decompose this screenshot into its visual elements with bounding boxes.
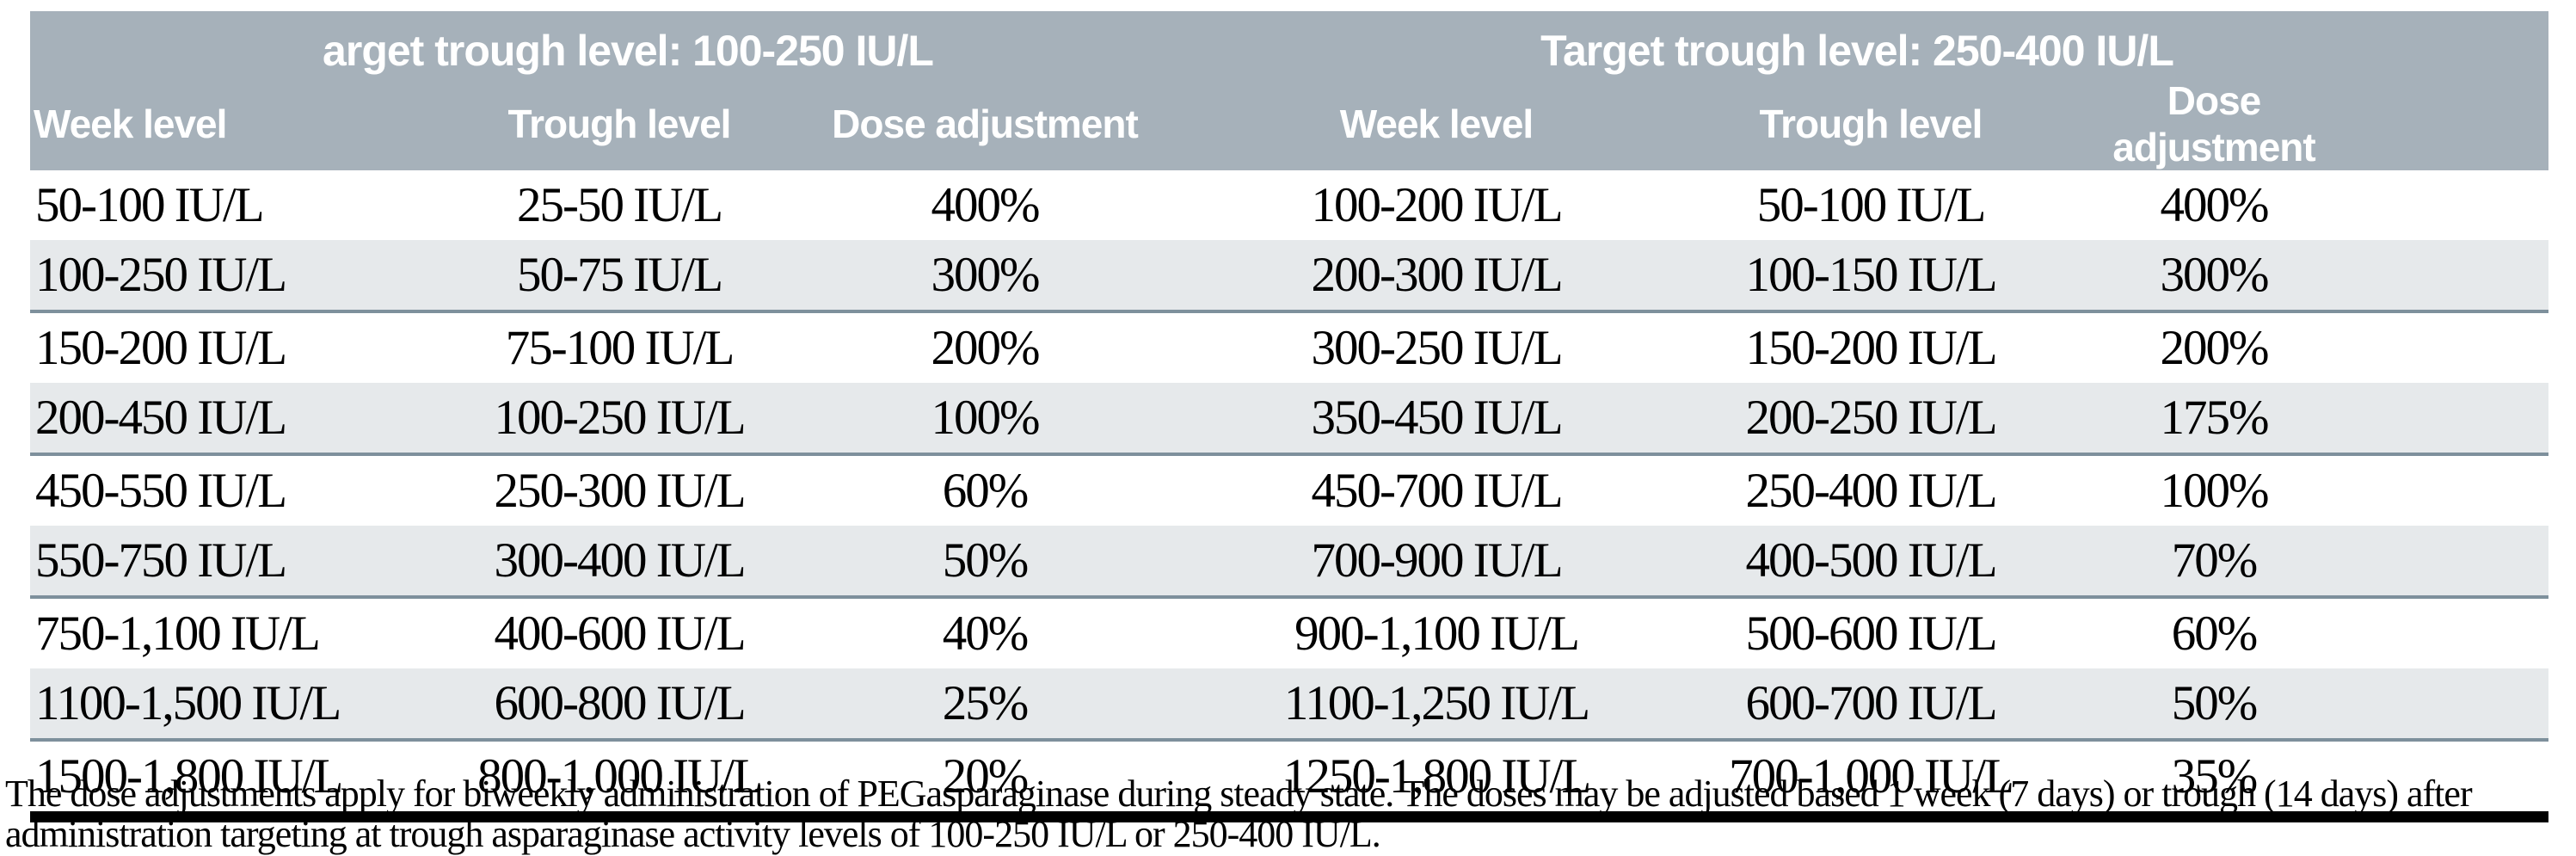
table-cell: 250-300 IU/L bbox=[494, 464, 746, 518]
table-cell: 50% bbox=[2171, 676, 2258, 730]
footnote-line-1: The dose adjustments apply for biweekly … bbox=[5, 773, 2473, 815]
table-row: 100-250 IU/L 50-75 IU/L 300% 200-300 IU/L 10… bbox=[30, 240, 2549, 311]
table-cell: 100-250 IU/L bbox=[494, 391, 746, 445]
table-row: 1500-1,800 IU/L 800-1,000 IU/L 20% 1250-1,8… bbox=[30, 740, 2548, 817]
table-cell: 100-200 IU/L bbox=[1311, 178, 1563, 232]
table-cell: 400% bbox=[931, 178, 1041, 232]
table-cell: 300-400 IU/L bbox=[494, 533, 746, 588]
table-cell: 70% bbox=[2171, 533, 2258, 588]
table-cell: 75-100 IU/L bbox=[505, 321, 735, 375]
table-cell: 450-550 IU/L bbox=[35, 464, 287, 518]
table-cell: 1100-1,500 IU/L bbox=[35, 676, 341, 730]
dose-adjustment-table: arget trough level: 100-250 IU/L Target … bbox=[30, 11, 2549, 822]
table-cell: 750-1,100 IU/L bbox=[35, 607, 321, 661]
table-cell: 400% bbox=[2160, 178, 2270, 232]
table-cell: 1100-1,250 IU/L bbox=[1283, 676, 1590, 730]
table-cell: 700-900 IU/L bbox=[1311, 533, 1563, 588]
table-cell: 20% bbox=[942, 749, 1029, 804]
column-header-row: Week level Trough level Dose adjustment … bbox=[30, 77, 2549, 170]
table-cell: 50% bbox=[942, 533, 1029, 588]
table-cell: 400-500 IU/L bbox=[1745, 533, 1997, 588]
table-cell: 200-250 IU/L bbox=[1745, 391, 1997, 445]
table-cell: 175% bbox=[2160, 391, 2270, 445]
table-row: 450-550 IU/L 250-300 IU/L 60% 450-700 IU/L 2… bbox=[30, 454, 2548, 526]
table-cell: 1500-1,800 IU/L bbox=[35, 749, 343, 804]
col-header-dose-left: Dose adjustment bbox=[804, 77, 1165, 170]
table-row: 50-100 IU/L 25-50 IU/L 400% 100-200 IU/L 50-… bbox=[30, 170, 2548, 240]
table-cell: 600-700 IU/L bbox=[1745, 676, 1997, 730]
col-header-trough-right: Trough level bbox=[1707, 77, 2086, 170]
table-cell: 40% bbox=[942, 607, 1029, 661]
table-cell: 500-600 IU/L bbox=[1745, 607, 1997, 661]
table-cell: 600-800 IU/L bbox=[494, 676, 746, 730]
table-row: 1100-1,500 IU/L 600-800 IU/L 25% 1100-1,250… bbox=[30, 668, 2549, 740]
table-cell: 100-150 IU/L bbox=[1745, 248, 1997, 302]
table-cell: 50-100 IU/L bbox=[1756, 178, 1987, 232]
table-cell: 25-50 IU/L bbox=[516, 178, 723, 232]
table-cell: 250-400 IU/L bbox=[1745, 464, 1997, 518]
table-cell: 300% bbox=[2160, 248, 2270, 302]
table-header: arget trough level: 100-250 IU/L Target … bbox=[30, 11, 2549, 170]
table-cell: 200% bbox=[2160, 321, 2270, 375]
table-cell: 800-1,000 IU/L bbox=[477, 749, 763, 804]
table-cell: 60% bbox=[2171, 607, 2258, 661]
table-body: 50-100 IU/L 25-50 IU/L 400% 100-200 IU/L 50-… bbox=[30, 170, 2549, 817]
table-cell: 300-250 IU/L bbox=[1311, 321, 1563, 375]
table-cell: 350-450 IU/L bbox=[1311, 391, 1563, 445]
table-footnote: The dose adjustments apply for biweekly … bbox=[5, 773, 2573, 854]
table-cell: 150-200 IU/L bbox=[35, 321, 287, 375]
table-cell: 100% bbox=[2160, 464, 2270, 518]
table-cell: 100-250 IU/L bbox=[35, 248, 287, 302]
table-cell: 900-1,100 IU/L bbox=[1294, 607, 1580, 661]
col-header-trough-left: Trough level bbox=[434, 77, 804, 170]
left-table-title: arget trough level: 100-250 IU/L bbox=[30, 11, 1165, 77]
table-cell: 300% bbox=[931, 248, 1041, 302]
footnote-line-2: administration targeting at trough aspar… bbox=[5, 813, 1381, 855]
table-cell: 60% bbox=[942, 464, 1029, 518]
table-cell: 450-700 IU/L bbox=[1311, 464, 1563, 518]
table-cell: 150-200 IU/L bbox=[1745, 321, 1997, 375]
table-cell: 200-300 IU/L bbox=[1311, 248, 1563, 302]
target-title-row: arget trough level: 100-250 IU/L Target … bbox=[30, 11, 2549, 77]
table-cell: 200% bbox=[931, 321, 1041, 375]
table-cell: 1250-1,800 IU/L bbox=[1282, 749, 1591, 804]
table-cell: 50-75 IU/L bbox=[516, 248, 723, 302]
table-cell: 100% bbox=[931, 391, 1041, 445]
table-cell: 700-1,000 IU/L bbox=[1729, 749, 2014, 804]
table-cell: 50-100 IU/L bbox=[35, 178, 265, 232]
table-row: 750-1,100 IU/L 400-600 IU/L 40% 900-1,100 I… bbox=[30, 597, 2548, 668]
table-row: 200-450 IU/L 100-250 IU/L 100% 350-450 IU/L… bbox=[30, 383, 2549, 454]
table-row: 150-200 IU/L 75-100 IU/L 200% 300-250 IU/L 1… bbox=[30, 311, 2548, 383]
table-row: 550-750 IU/L 300-400 IU/L 50% 700-900 IU/L 4… bbox=[30, 526, 2549, 597]
table-cell: 550-750 IU/L bbox=[35, 533, 287, 588]
col-header-dose-right: Dose adjustment bbox=[2086, 77, 2549, 170]
table-cell: 200-450 IU/L bbox=[35, 391, 287, 445]
col-header-week-left: Week level bbox=[30, 77, 434, 170]
table-cell: 25% bbox=[942, 676, 1029, 730]
table-cell: 35% bbox=[2171, 749, 2258, 804]
col-header-week-right: Week level bbox=[1165, 77, 1707, 170]
table-cell: 400-600 IU/L bbox=[494, 607, 746, 661]
right-table-title: Target trough level: 250-400 IU/L bbox=[1165, 11, 2549, 77]
